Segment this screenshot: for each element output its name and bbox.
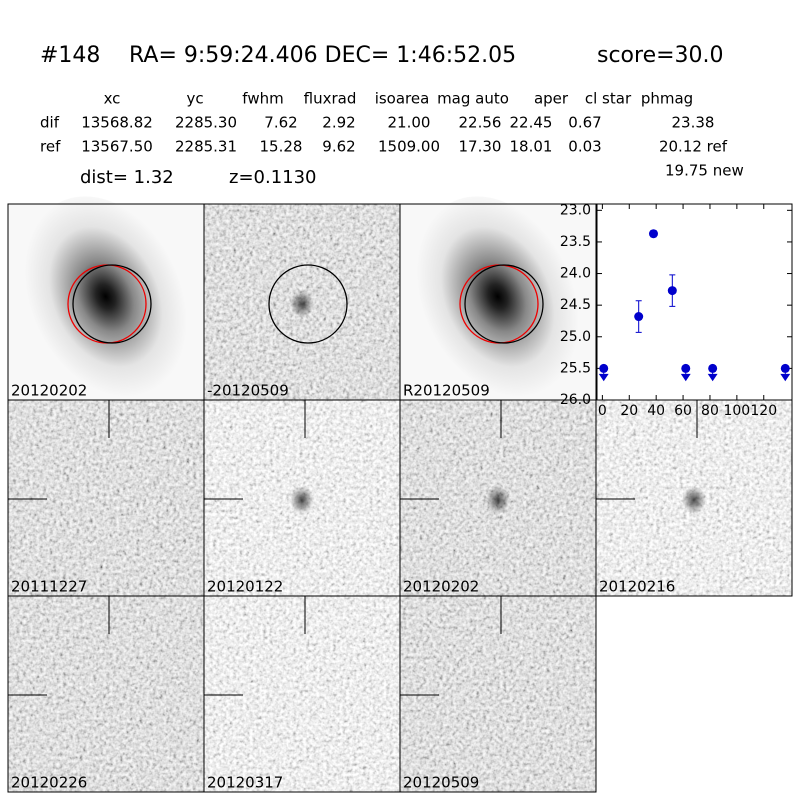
- upper-limit-arrow: [598, 368, 609, 382]
- data-point: [648, 229, 658, 239]
- x-tick-label: 100: [723, 403, 750, 419]
- y-tick-label: 25.5: [560, 360, 591, 376]
- candidate-id: #148: [40, 43, 100, 68]
- table-cell: 2285.30: [175, 114, 237, 132]
- table-cell: 21.00: [388, 114, 431, 132]
- column-header: cl star: [585, 90, 632, 108]
- distance: dist= 1.32: [80, 167, 174, 188]
- dif-circle: [72, 264, 152, 344]
- stamp-label: 20120509: [403, 774, 479, 792]
- column-header: fwhm: [242, 90, 283, 108]
- table-cell: 7.62: [264, 114, 297, 132]
- stamp-noise: [400, 596, 596, 792]
- table-cell: 23.38: [672, 114, 715, 132]
- galaxy: [416, 196, 579, 397]
- row-label: dif: [40, 114, 60, 132]
- galaxy: [24, 196, 187, 397]
- x-tick-label: 0: [598, 403, 607, 419]
- x-tick-label: 80: [701, 403, 719, 419]
- data-point: [634, 312, 644, 322]
- y-tick-label: 25.0: [560, 329, 591, 345]
- upper-limit-arrow: [780, 368, 791, 382]
- plot-bg: [596, 203, 793, 401]
- light-curve: 23.0 23.5 24.0 24.5 25.0 25.5 26.0 0 20 40 60 80 100…: [560, 202, 793, 419]
- stamp-noise: [8, 400, 204, 596]
- stamp-label: -20120509: [207, 382, 289, 400]
- y-tick-label: 23.0: [560, 202, 591, 218]
- stamp-label: 20111227: [11, 578, 87, 596]
- source: [682, 486, 706, 514]
- table-note: 19.75 new: [665, 162, 744, 180]
- stamp-label: 20120317: [207, 774, 283, 792]
- table-cell: 18.01: [510, 138, 553, 156]
- stamp-frame: [399, 595, 597, 793]
- table-cell: 17.30: [459, 138, 502, 156]
- stamp-label: 20120202: [11, 382, 87, 400]
- upper-limit-arrow: [707, 368, 718, 382]
- table-cell: 9.62: [322, 138, 355, 156]
- x-tick-label: 40: [647, 403, 665, 419]
- stamp-label: R20120509: [403, 382, 490, 400]
- column-header: phmag: [641, 90, 693, 108]
- table-cell: 2.92: [322, 114, 355, 132]
- column-header: yc: [186, 90, 203, 108]
- y-tick-label: 24.0: [560, 266, 591, 282]
- coordinates: RA= 9:59:24.406 DEC= 1:46:52.05: [129, 43, 516, 68]
- stamp-label: 20120226: [11, 774, 87, 792]
- stamp-label: 20120122: [207, 578, 283, 596]
- source: [486, 486, 510, 514]
- column-header: fluxrad: [304, 90, 357, 108]
- y-tick-label: 26.0: [560, 392, 591, 408]
- dif-circle: [268, 264, 348, 344]
- stamp-noise: [204, 596, 400, 792]
- score: score=30.0: [597, 43, 724, 68]
- stamp-noise: [8, 596, 204, 792]
- data-point: [667, 286, 677, 296]
- column-header: aper: [534, 90, 569, 108]
- table-cell: 1509.00: [378, 138, 440, 156]
- x-tick-label: 120: [750, 403, 777, 419]
- table-cell: 13567.50: [81, 138, 153, 156]
- redshift: z=0.1130: [229, 167, 317, 188]
- table-cell: 0.03: [568, 138, 601, 156]
- table-cell: 0.67: [568, 114, 601, 132]
- source: [290, 290, 314, 318]
- table-cell: 2285.31: [175, 138, 237, 156]
- table-cell: 13568.82: [81, 114, 153, 132]
- x-tick-label: 60: [674, 403, 692, 419]
- table-cell: 22.45: [510, 114, 553, 132]
- row-label: ref: [40, 138, 61, 156]
- table-cell: 22.56: [459, 114, 502, 132]
- column-header: isoarea: [375, 90, 430, 108]
- stamp-label: 20120216: [599, 578, 675, 596]
- x-tick-label: 20: [620, 403, 638, 419]
- column-header: xc: [104, 90, 121, 108]
- column-header: mag auto: [437, 90, 509, 108]
- stamp-label: 20120202: [403, 578, 479, 596]
- table-cell: 15.28: [260, 138, 303, 156]
- table-cell: 20.12 ref: [659, 138, 728, 156]
- source: [290, 486, 314, 514]
- dif-circle: [464, 264, 544, 344]
- y-tick-label: 23.5: [560, 234, 591, 250]
- upper-limit-arrow: [680, 368, 691, 382]
- y-tick-label: 24.5: [560, 297, 591, 313]
